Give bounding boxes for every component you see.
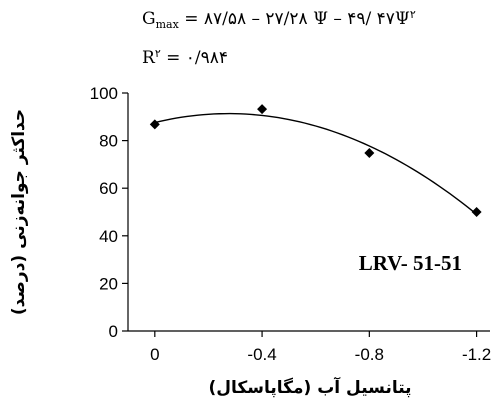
y-tick-label: 60 <box>99 179 118 198</box>
y-tick-label: 100 <box>90 84 118 103</box>
data-point <box>150 119 160 129</box>
x-tick-label: -1.2 <box>462 345 491 364</box>
y-axis-label: حداکثر جوانه‌زنی (درصد) <box>9 109 29 315</box>
data-point <box>472 207 482 217</box>
axes <box>128 93 490 331</box>
y-ticks: 0 20 40 60 80 100 <box>90 84 128 341</box>
x-tick-label: 0 <box>150 345 159 364</box>
x-axis-label: پتانسیل آب (مگاپاسکال) <box>208 376 411 398</box>
data-points <box>150 104 482 217</box>
y-tick-label: 80 <box>99 132 118 151</box>
x-ticks: 0 -0.4 -0.8 -1.2 <box>150 331 491 364</box>
data-point <box>257 104 267 114</box>
y-tick-label: 20 <box>99 274 118 293</box>
y-tick-label: 0 <box>109 322 118 341</box>
trendline <box>155 114 477 215</box>
x-tick-label: -0.4 <box>247 345 276 364</box>
chart-annotation: LRV- 51-51 <box>359 251 462 275</box>
data-point <box>364 148 374 158</box>
x-tick-label: -0.8 <box>355 345 384 364</box>
y-tick-label: 40 <box>99 227 118 246</box>
